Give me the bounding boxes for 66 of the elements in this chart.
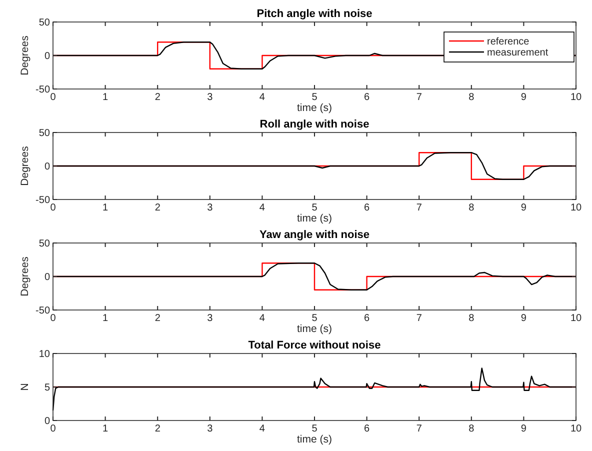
- x-tick-label: 1: [102, 313, 109, 324]
- chart-title: Total Force without noise: [248, 340, 381, 352]
- y-tick-label: 0: [44, 162, 50, 172]
- x-tick-label: 10: [570, 202, 582, 214]
- y-tick-label: 10: [38, 349, 50, 360]
- x-tick-label: 10: [570, 424, 582, 434]
- x-axis-title: time (s): [297, 212, 332, 224]
- x-tick-label: 3: [207, 424, 214, 434]
- y-tick-label: 5: [44, 382, 50, 394]
- chart-title: Pitch angle with noise: [256, 8, 372, 20]
- x-tick-label: 7: [416, 202, 422, 214]
- y-tick-label: 0: [44, 51, 50, 62]
- x-tick-label: 9: [520, 424, 527, 434]
- x-tick-label: 5: [312, 92, 318, 103]
- x-tick-label: 1: [102, 424, 109, 434]
- x-tick-label: 4: [259, 424, 266, 434]
- x-tick-label: 1: [102, 92, 109, 103]
- chart-title: Roll angle with noise: [260, 118, 370, 130]
- legend-label: reference: [487, 36, 530, 48]
- x-tick-label: 4: [259, 313, 266, 324]
- x-tick-label: 9: [520, 313, 527, 324]
- y-tick-label: -50: [36, 195, 50, 206]
- y-tick-label: -50: [36, 84, 50, 96]
- x-tick-label: 2: [154, 92, 161, 103]
- y-tick-label: 50: [38, 128, 50, 139]
- x-tick-label: 3: [207, 313, 214, 324]
- x-tick-label: 10: [570, 313, 582, 324]
- y-tick-label: 0: [44, 272, 50, 283]
- x-tick-label: 8: [468, 92, 475, 103]
- x-tick-label: 6: [364, 424, 370, 434]
- x-tick-label: 2: [154, 313, 161, 324]
- x-tick-label: 5: [312, 424, 318, 434]
- x-tick-label: 9: [520, 92, 527, 103]
- x-tick-label: 8: [468, 313, 475, 324]
- x-tick-label: 1: [102, 202, 109, 214]
- y-tick-label: 50: [38, 18, 50, 28]
- x-axis-title: time (s): [297, 434, 332, 446]
- x-tick-label: 3: [207, 92, 214, 103]
- x-tick-label: 4: [259, 202, 266, 214]
- x-tick-label: 6: [364, 202, 370, 214]
- y-axis-title: Degrees: [19, 256, 31, 296]
- x-tick-label: 6: [364, 313, 370, 324]
- y-tick-label: 0: [44, 416, 50, 427]
- y-tick-label: -50: [36, 306, 50, 316]
- x-tick-label: 8: [468, 202, 475, 214]
- x-tick-label: 10: [570, 92, 582, 103]
- x-axis-title: time (s): [297, 323, 332, 335]
- x-tick-label: 7: [416, 92, 422, 103]
- chart-title: Yaw angle with noise: [259, 229, 370, 241]
- x-tick-label: 5: [312, 202, 318, 214]
- y-axis-title: N: [19, 383, 31, 391]
- x-tick-label: 7: [416, 424, 422, 434]
- y-tick-label: 50: [38, 238, 50, 250]
- x-axis-title: time (s): [297, 102, 332, 114]
- x-tick-label: 4: [259, 92, 266, 103]
- legend-label: measurement: [487, 48, 548, 58]
- x-tick-label: 6: [364, 92, 370, 103]
- x-tick-label: 2: [154, 424, 161, 434]
- x-tick-label: 3: [207, 202, 214, 214]
- x-tick-label: 5: [312, 313, 318, 324]
- x-tick-label: 2: [154, 202, 161, 214]
- x-tick-label: 8: [468, 424, 475, 434]
- x-tick-label: 7: [416, 313, 422, 324]
- y-axis-title: Degrees: [19, 36, 31, 76]
- x-tick-label: 9: [520, 202, 527, 214]
- y-axis-title: Degrees: [19, 146, 31, 186]
